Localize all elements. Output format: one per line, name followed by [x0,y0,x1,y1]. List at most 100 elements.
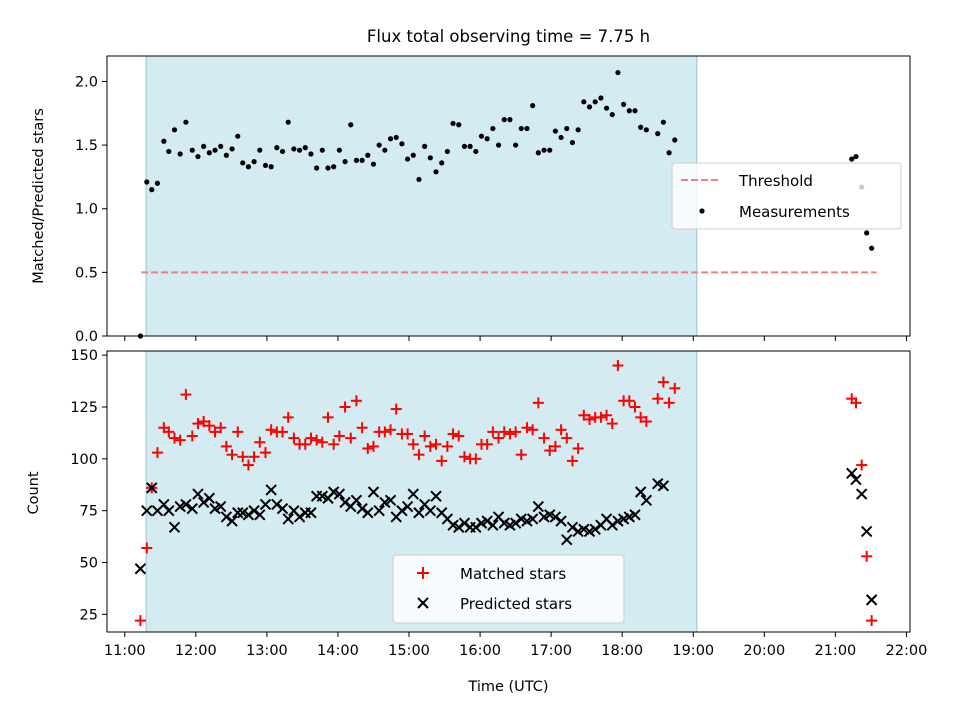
matched-star-point [186,430,198,442]
observing-span-top [145,55,698,337]
measurement-point [325,165,331,171]
top-y-tick-label: 1.0 [75,202,98,218]
matched-star-point [345,432,357,444]
predicted-star-point [248,504,260,517]
predicted-star-point [276,502,289,515]
x-tick-label: 15:00 [388,643,430,659]
top-y-tick-label: 1.5 [75,138,98,154]
matched-star-point [510,426,522,438]
predicted-star-point [424,504,437,517]
measurement-point [575,127,581,133]
measurement-point [279,148,286,155]
matched-star-point [635,411,647,423]
predicted-star-point [356,502,368,515]
measurement-point [296,147,303,153]
matched-star-point [277,426,289,438]
predicted-star-point [606,519,618,531]
matched-star-point [578,409,590,421]
matched-star-point [192,418,204,430]
matched-star-point [856,459,868,471]
predicted-star-point [367,486,380,498]
measurement-point [331,164,337,170]
measurement-point [251,159,257,165]
predicted-star-point [305,507,317,519]
matched-star-point [453,430,465,442]
measurement-point [564,125,570,132]
predicted-star-point [339,496,351,509]
predicted-star-point [180,498,192,511]
matched-star-point [259,447,271,459]
measurement-point [581,99,587,105]
measurement-point [541,147,547,153]
measurement-point [240,160,246,166]
legend-threshold-label: Threshold [738,172,813,190]
matched-star-point [316,436,328,448]
legend-predicted-label: Predicted stars [460,595,572,613]
top-y-tick-label: 0.5 [75,265,98,281]
measurement-point [370,161,377,167]
matched-star-point [379,426,391,438]
predicted-star-point [146,482,158,494]
matched-star-point [413,449,425,461]
x-tick-label: 16:00 [459,643,501,659]
matched-star-point [623,395,635,407]
top-legend: Threshold Measurements [671,162,902,230]
matched-star-point [174,434,186,446]
matched-star-point [288,432,300,444]
measurement-point [507,117,513,123]
measurement-point [478,133,485,139]
matched-star-point [532,397,544,409]
matched-star-point [367,440,379,452]
predicted-star-point [629,509,641,521]
measurement-point [223,152,229,158]
measurement-point [422,143,428,149]
measurement-point [530,103,536,109]
predicted-star-point [532,500,545,513]
measurement-point [660,119,667,125]
matched-star-point [850,397,862,409]
predicted-star-point [470,521,482,533]
matched-star-point [402,428,414,440]
measurement-point [382,147,388,153]
matched-star-point [861,550,873,562]
x-tick-label: 17:00 [530,643,572,659]
matched-star-point [663,397,675,409]
legend-matched-label: Matched stars [460,565,566,583]
measurements-points [137,69,875,339]
matched-star-point [493,432,505,444]
measurement-point [183,119,189,125]
measurement-point [439,160,445,166]
x-tick-label: 12:00 [175,643,217,659]
legend-predicted-swatch [417,597,429,609]
measurement-point [672,137,678,143]
measurement-point [189,147,195,153]
matched-star-point [481,438,493,450]
predicted-star-point [384,494,397,507]
x-tick-label: 20:00 [743,643,785,659]
measurement-point [342,159,348,165]
matched-star-point [595,411,607,423]
predicted-star-point [265,484,277,496]
measurement-point [154,180,161,186]
top-y-ticks: 0.0 0.5 1.0 1.5 2.0 [75,74,107,345]
matched-star-point [515,449,527,461]
predicted-star-point [566,521,579,533]
measurement-point [161,138,167,144]
legend-measurements-label: Measurements [739,203,850,221]
bottom-y-tick-label: 100 [70,452,98,468]
matched-star-point [441,440,453,452]
predicted-star-point [168,521,181,533]
predicted-star-point [226,515,238,527]
measurement-point [393,134,399,141]
predicted-star-point [197,496,210,509]
matched-star-point [629,401,641,413]
predicted-star-point [271,498,283,511]
bottom-y-ticks: 25 50 75 100 125 150 [70,348,107,623]
measurement-point [603,105,610,111]
measurement-point [461,143,468,149]
bottom-y-axis-label: Count [26,471,42,514]
matched-star-point [652,393,664,405]
predicted-star-point [549,511,562,523]
matched-star-point [447,428,459,440]
